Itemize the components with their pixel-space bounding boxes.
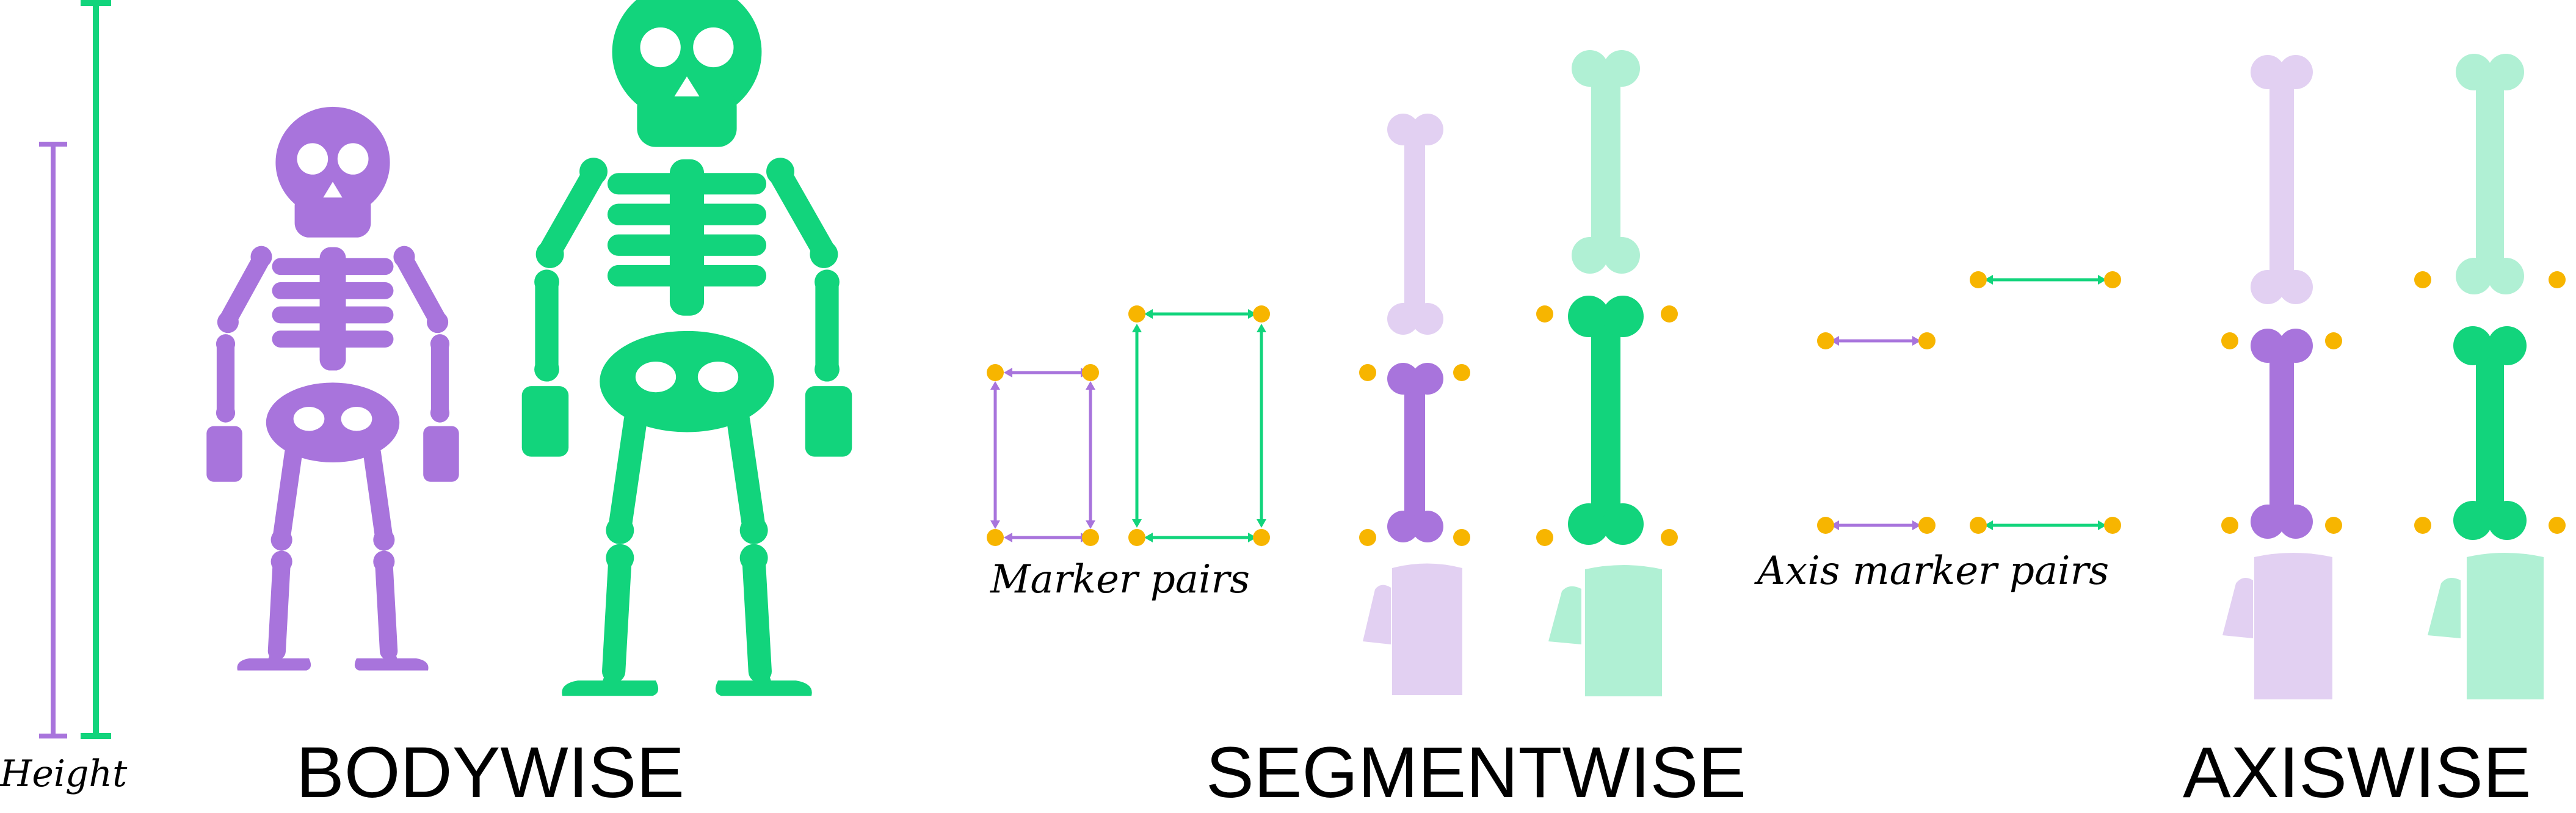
purple-skeleton [206,107,459,671]
green-height-bar [81,0,111,739]
segment-green-femur-light [1572,50,1640,274]
bodywise-title: BODYWISE [296,732,684,813]
axis-green-foot-light [2428,553,2544,699]
axis-green-femur-light [2456,54,2524,294]
axis-green-tibia [2453,326,2527,540]
segment-purple-knee-markers [1359,364,1470,546]
axiswise-title: AXISWISE [2183,732,2531,813]
segment-green-foot-light [1548,565,1662,696]
green-skeleton [522,0,852,696]
height-label: Height [0,753,128,795]
segmentwise-title: SEGMENTWISE [1206,732,1747,813]
marker-pairs-label: Marker pairs [990,557,1250,602]
axis-marker-pairs [1817,271,2121,534]
axis-purple-knee-markers [2221,332,2342,534]
segment-purple-foot-light [1363,563,1462,695]
axis-purple-foot-light [2222,553,2332,699]
axis-green-knee-markers [2414,271,2566,534]
segment-green-knee-markers [1536,305,1678,546]
axis-marker-pairs-label: Axis marker pairs [1757,549,2110,594]
segment-purple-femur-light [1387,114,1443,335]
axis-purple-tibia [2251,329,2313,539]
segment-green-tibia [1568,296,1644,545]
segment-purple-tibia [1387,363,1443,542]
purple-height-bar [39,142,67,738]
segment-marker-pairs [987,305,1270,546]
axis-purple-femur-light [2251,55,2313,304]
